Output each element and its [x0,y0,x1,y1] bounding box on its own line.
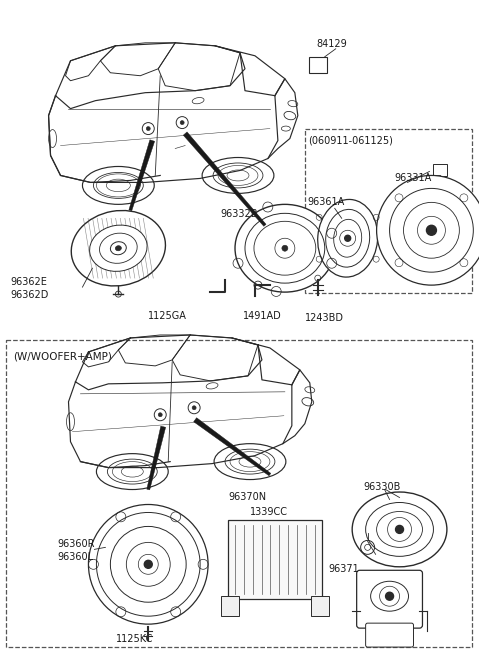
Ellipse shape [318,199,378,277]
Text: 96370N: 96370N [228,491,266,502]
Text: 96332B: 96332B [220,210,258,219]
Circle shape [396,525,404,533]
Circle shape [426,225,436,235]
Text: 1491AD: 1491AD [243,311,282,321]
Text: (W/WOOFER+AMP): (W/WOOFER+AMP) [12,352,111,362]
Text: 96360L: 96360L [58,552,94,563]
Circle shape [144,560,152,569]
Text: (060911-061125): (060911-061125) [308,136,393,145]
Ellipse shape [214,443,286,479]
Polygon shape [193,418,271,476]
Circle shape [192,406,196,410]
Circle shape [385,592,394,600]
Ellipse shape [96,454,168,489]
Circle shape [180,121,184,124]
Ellipse shape [352,492,447,567]
FancyBboxPatch shape [366,623,413,647]
Text: 96331A: 96331A [395,174,432,183]
FancyBboxPatch shape [357,571,422,628]
Ellipse shape [115,246,121,251]
Text: 1125KC: 1125KC [116,634,154,644]
Text: 1243BD: 1243BD [305,313,344,323]
Text: 84129: 84129 [317,39,348,49]
Text: 96362E: 96362E [11,277,48,287]
Circle shape [146,126,150,130]
Text: 96361A: 96361A [308,197,345,208]
Ellipse shape [202,157,274,193]
FancyBboxPatch shape [221,595,239,616]
Polygon shape [183,132,266,226]
Text: 96371: 96371 [329,565,360,574]
Circle shape [88,504,208,624]
FancyBboxPatch shape [228,520,322,599]
Text: 96360R: 96360R [58,539,95,550]
Text: 1339CC: 1339CC [250,508,288,517]
FancyBboxPatch shape [433,164,447,176]
Text: 96362D: 96362D [11,290,49,300]
Circle shape [377,176,480,285]
Polygon shape [147,426,166,490]
Ellipse shape [83,166,154,204]
FancyBboxPatch shape [311,595,329,616]
Text: 1125GA: 1125GA [148,311,187,321]
Ellipse shape [110,242,126,255]
Ellipse shape [90,225,147,271]
Circle shape [282,245,288,252]
Polygon shape [129,140,155,211]
Ellipse shape [71,210,166,286]
Circle shape [158,413,162,417]
Text: 96330B: 96330B [364,481,401,491]
Circle shape [345,235,351,241]
Ellipse shape [235,204,335,292]
